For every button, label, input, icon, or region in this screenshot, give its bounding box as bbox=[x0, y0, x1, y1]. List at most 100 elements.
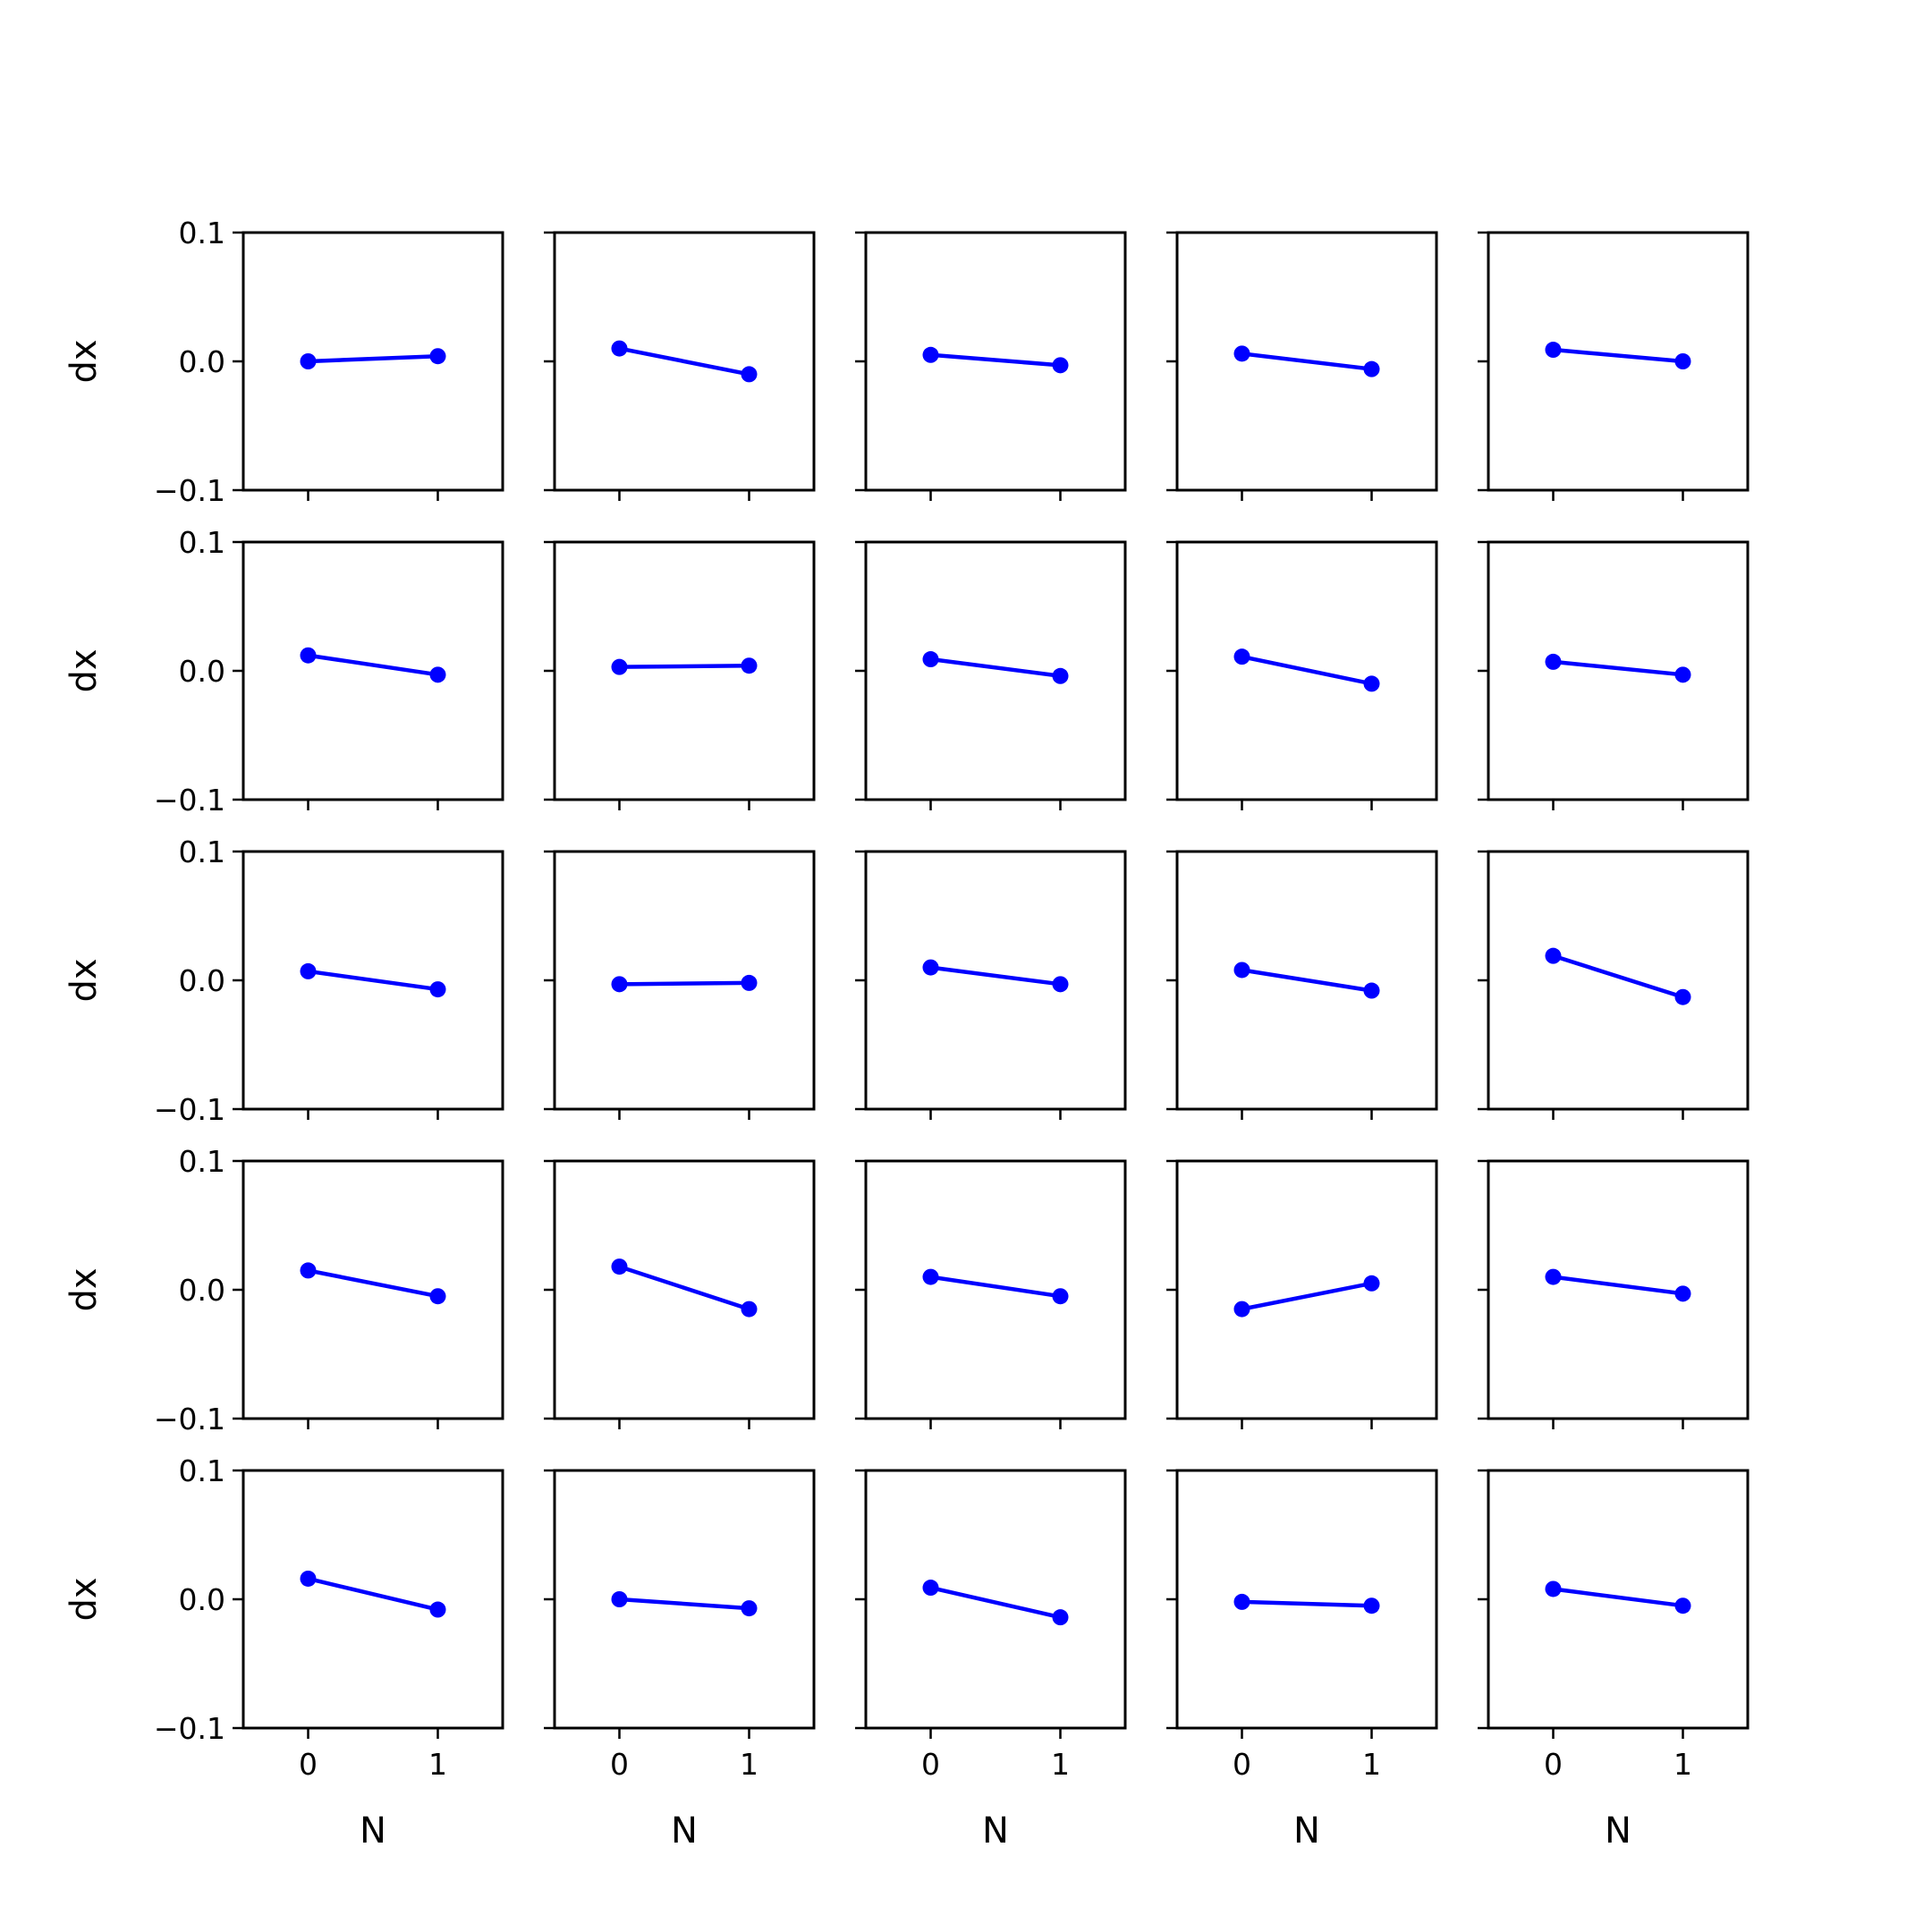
series-line bbox=[930, 965, 1061, 987]
series-line bbox=[308, 1268, 438, 1299]
axes-frame bbox=[1487, 1159, 1750, 1420]
subplot-r5-c2: 0 1 N bbox=[544, 1469, 816, 1852]
data-point bbox=[1233, 648, 1250, 665]
x-tick-label: 0 bbox=[921, 1747, 940, 1782]
series-line bbox=[619, 663, 750, 669]
y-tick-label: −0.1 bbox=[154, 1711, 225, 1746]
data-point bbox=[300, 962, 317, 979]
subplot-r5-c1: −0.1 0.0 0.1 0 1 dx N bbox=[64, 1453, 504, 1852]
x-tick-label: 0 bbox=[1544, 1747, 1563, 1782]
data-point bbox=[611, 1591, 628, 1607]
axes-frame bbox=[1175, 1159, 1438, 1420]
series-line bbox=[308, 353, 438, 364]
axes-frame bbox=[553, 1469, 816, 1730]
axes-frame bbox=[864, 540, 1127, 801]
y-tick-label: 0.1 bbox=[179, 835, 225, 869]
series-line bbox=[619, 980, 750, 987]
data-point bbox=[922, 1580, 939, 1597]
subplot-r3-c4 bbox=[1166, 850, 1438, 1120]
subplot-r5-c3: 0 1 N bbox=[855, 1469, 1127, 1852]
data-point bbox=[741, 657, 758, 674]
data-point bbox=[1052, 357, 1069, 374]
series-line bbox=[1241, 968, 1372, 993]
x-tick-label: 0 bbox=[1233, 1747, 1251, 1782]
data-point bbox=[1363, 1275, 1380, 1292]
data-point bbox=[1674, 666, 1691, 683]
subplot-r4-c3 bbox=[855, 1159, 1127, 1429]
data-point bbox=[1545, 342, 1562, 359]
y-tick-label: −0.1 bbox=[154, 1092, 225, 1127]
data-point bbox=[1545, 1268, 1562, 1285]
x-tick-label: 1 bbox=[740, 1747, 758, 1782]
x-tick-label: 0 bbox=[610, 1747, 629, 1782]
y-tick-label: 0.1 bbox=[179, 1144, 225, 1179]
data-point bbox=[741, 366, 758, 383]
subplot-r4-c4 bbox=[1166, 1159, 1438, 1429]
data-point bbox=[300, 353, 317, 369]
series-line bbox=[1553, 347, 1683, 364]
data-point bbox=[1363, 360, 1380, 377]
subplot-r2-c2 bbox=[544, 540, 816, 810]
data-point bbox=[300, 1262, 317, 1279]
axes-frame bbox=[242, 540, 504, 801]
axes-frame bbox=[864, 1469, 1127, 1730]
data-point bbox=[429, 1601, 446, 1618]
series-line bbox=[930, 352, 1061, 368]
data-point bbox=[922, 651, 939, 668]
y-axis-label: dx bbox=[64, 648, 105, 692]
y-tick-label: 0.1 bbox=[179, 1453, 225, 1488]
axes-frame bbox=[864, 850, 1127, 1111]
series-line bbox=[1553, 1275, 1683, 1296]
subplot-r4-c2 bbox=[544, 1159, 816, 1429]
x-axis-label: N bbox=[982, 1810, 1009, 1852]
series-line bbox=[1553, 659, 1683, 677]
subplot-r3-c1: −0.1 0.0 0.1 dx bbox=[64, 835, 504, 1127]
subplot-r1-c5 bbox=[1478, 231, 1750, 501]
axes-frame bbox=[553, 850, 816, 1111]
x-axis-label: N bbox=[360, 1810, 386, 1852]
data-point bbox=[1545, 947, 1562, 964]
y-tick-label: −0.1 bbox=[154, 783, 225, 818]
axes-frame bbox=[1487, 231, 1750, 492]
y-tick-label: −0.1 bbox=[154, 473, 225, 508]
y-tick-label: 0.0 bbox=[179, 344, 225, 379]
y-axis-label: dx bbox=[64, 958, 105, 1002]
data-point bbox=[1052, 1609, 1069, 1626]
x-tick-label: 1 bbox=[1362, 1747, 1381, 1782]
data-point bbox=[1363, 982, 1380, 999]
axes-frame bbox=[242, 1159, 504, 1420]
axes-frame bbox=[864, 1159, 1127, 1420]
data-point bbox=[429, 1288, 446, 1305]
y-tick-label: 0.1 bbox=[179, 216, 225, 250]
series-line bbox=[1553, 1587, 1683, 1608]
data-point bbox=[741, 1600, 758, 1617]
y-tick-label: 0.0 bbox=[179, 654, 225, 689]
data-point bbox=[611, 340, 628, 357]
series-line bbox=[1241, 1599, 1372, 1608]
series-line bbox=[1241, 352, 1372, 371]
y-axis-label: dx bbox=[64, 1267, 105, 1311]
subplot-r1-c1: −0.1 0.0 0.1 dx bbox=[64, 216, 504, 508]
series-line bbox=[618, 1264, 750, 1311]
data-point bbox=[1674, 353, 1691, 369]
data-point bbox=[922, 1268, 939, 1285]
y-axis-label: dx bbox=[64, 339, 105, 383]
data-point bbox=[922, 346, 939, 363]
subplot-r1-c3 bbox=[855, 231, 1127, 501]
subplot-r3-c2 bbox=[544, 850, 816, 1120]
data-point bbox=[1052, 976, 1069, 993]
data-point bbox=[1545, 653, 1562, 670]
data-point bbox=[1233, 345, 1250, 362]
y-tick-label: −0.1 bbox=[154, 1402, 225, 1436]
axes-frame bbox=[242, 1469, 504, 1730]
x-tick-label: 0 bbox=[299, 1747, 318, 1782]
subplot-r4-c5 bbox=[1478, 1159, 1750, 1429]
subplot-r1-c4 bbox=[1166, 231, 1438, 501]
data-point bbox=[1363, 1597, 1380, 1614]
data-point bbox=[741, 974, 758, 991]
subplot-r4-c1: −0.1 0.0 0.1 dx bbox=[64, 1144, 504, 1436]
data-point bbox=[1052, 1288, 1069, 1305]
series-line bbox=[930, 1275, 1061, 1299]
axes-frame bbox=[1487, 850, 1750, 1111]
data-point bbox=[1545, 1580, 1562, 1597]
